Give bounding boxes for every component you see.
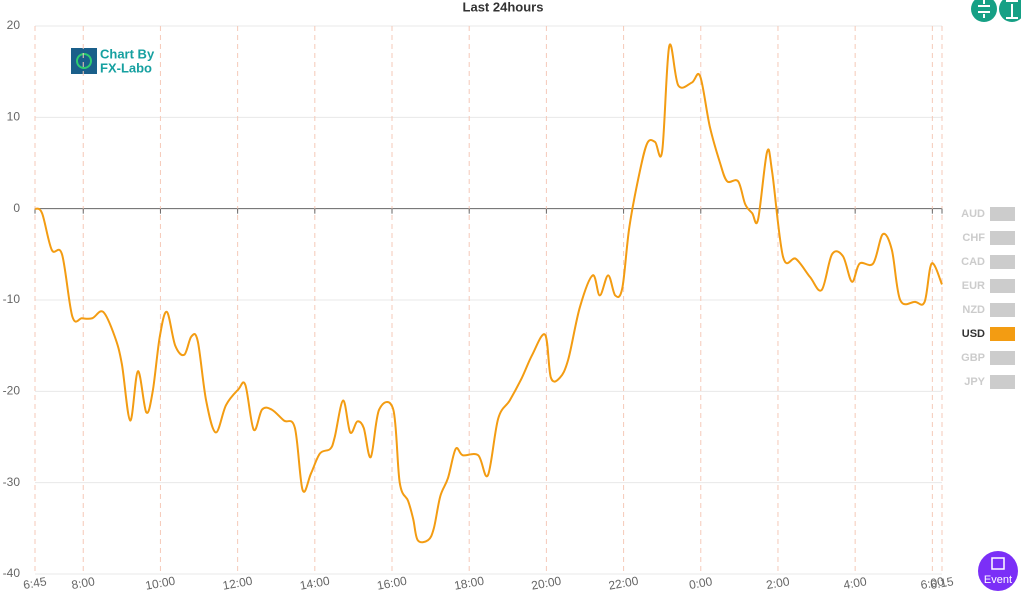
legend-swatch[interactable] xyxy=(990,351,1015,365)
x-tick-label: 0:00 xyxy=(688,574,714,592)
x-tick-label: 6:45 xyxy=(22,574,48,592)
y-tick-label: -30 xyxy=(3,475,21,489)
x-tick-label: 20:00 xyxy=(530,574,562,593)
logo-text: FX-Labo xyxy=(100,60,152,75)
expand-button[interactable] xyxy=(999,0,1021,22)
legend-label: GBP xyxy=(961,352,985,364)
x-tick-label: 12:00 xyxy=(221,574,253,593)
x-tick-label: 10:00 xyxy=(144,574,176,593)
legend-label: CAD xyxy=(961,256,985,268)
x-tick-label: 16:00 xyxy=(376,574,408,593)
y-tick-label: -20 xyxy=(3,384,21,398)
legend-swatch[interactable] xyxy=(990,327,1015,341)
legend-label: EUR xyxy=(962,280,985,292)
x-tick-label: 6:15 xyxy=(929,574,955,592)
line-series xyxy=(34,43,943,544)
legend-label: AUD xyxy=(961,208,985,220)
legend-swatch[interactable] xyxy=(990,375,1015,389)
logo-icon xyxy=(71,48,97,74)
compress-button[interactable] xyxy=(971,0,997,22)
legend-swatch[interactable] xyxy=(990,207,1015,221)
logo-text: Chart By xyxy=(100,46,155,61)
x-tick-label: 14:00 xyxy=(299,574,331,593)
legend-swatch[interactable] xyxy=(990,303,1015,317)
x-tick-label: 18:00 xyxy=(453,574,485,593)
y-tick-label: 0 xyxy=(13,201,20,215)
y-tick-label: -40 xyxy=(3,566,21,580)
legend-label: JPY xyxy=(964,376,985,388)
event-label: Event xyxy=(984,574,1012,586)
legend-label: NZD xyxy=(962,304,985,316)
logo: Chart By FX-Labo xyxy=(71,46,155,75)
y-tick-label: -10 xyxy=(3,292,21,306)
x-tick-label: 8:00 xyxy=(70,574,96,592)
y-tick-label: 20 xyxy=(7,18,21,32)
x-tick-label: 22:00 xyxy=(607,574,639,593)
legend-label: USD xyxy=(962,328,985,340)
x-tick-label: 6:00 xyxy=(919,574,945,592)
legend-label: CHF xyxy=(962,232,985,244)
compress-icon xyxy=(978,0,990,18)
legend-swatch[interactable] xyxy=(990,255,1015,269)
logo-icon xyxy=(76,53,92,69)
legend-swatch[interactable] xyxy=(990,231,1015,245)
event-icon xyxy=(991,557,1005,570)
chart-title: Last 24hours xyxy=(463,0,544,14)
legend-swatch[interactable] xyxy=(990,279,1015,293)
x-tick-label: 4:00 xyxy=(842,574,868,592)
y-tick-label: 10 xyxy=(7,110,21,124)
expand-icon xyxy=(1006,0,1018,19)
x-tick-label: 2:00 xyxy=(765,574,791,592)
event-button[interactable] xyxy=(978,551,1018,591)
